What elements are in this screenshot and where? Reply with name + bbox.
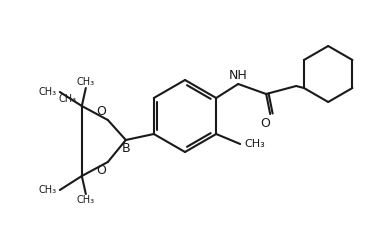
Text: CH₃: CH₃ bbox=[77, 195, 95, 205]
Text: CH₃: CH₃ bbox=[59, 94, 77, 104]
Text: O: O bbox=[260, 117, 270, 130]
Text: NH: NH bbox=[229, 69, 248, 82]
Text: O: O bbox=[96, 164, 106, 177]
Text: CH₃: CH₃ bbox=[39, 87, 57, 97]
Text: B: B bbox=[121, 142, 130, 155]
Text: CH₃: CH₃ bbox=[39, 185, 57, 195]
Text: CH₃: CH₃ bbox=[244, 139, 265, 149]
Text: CH₃: CH₃ bbox=[77, 77, 95, 87]
Text: O: O bbox=[96, 105, 106, 118]
